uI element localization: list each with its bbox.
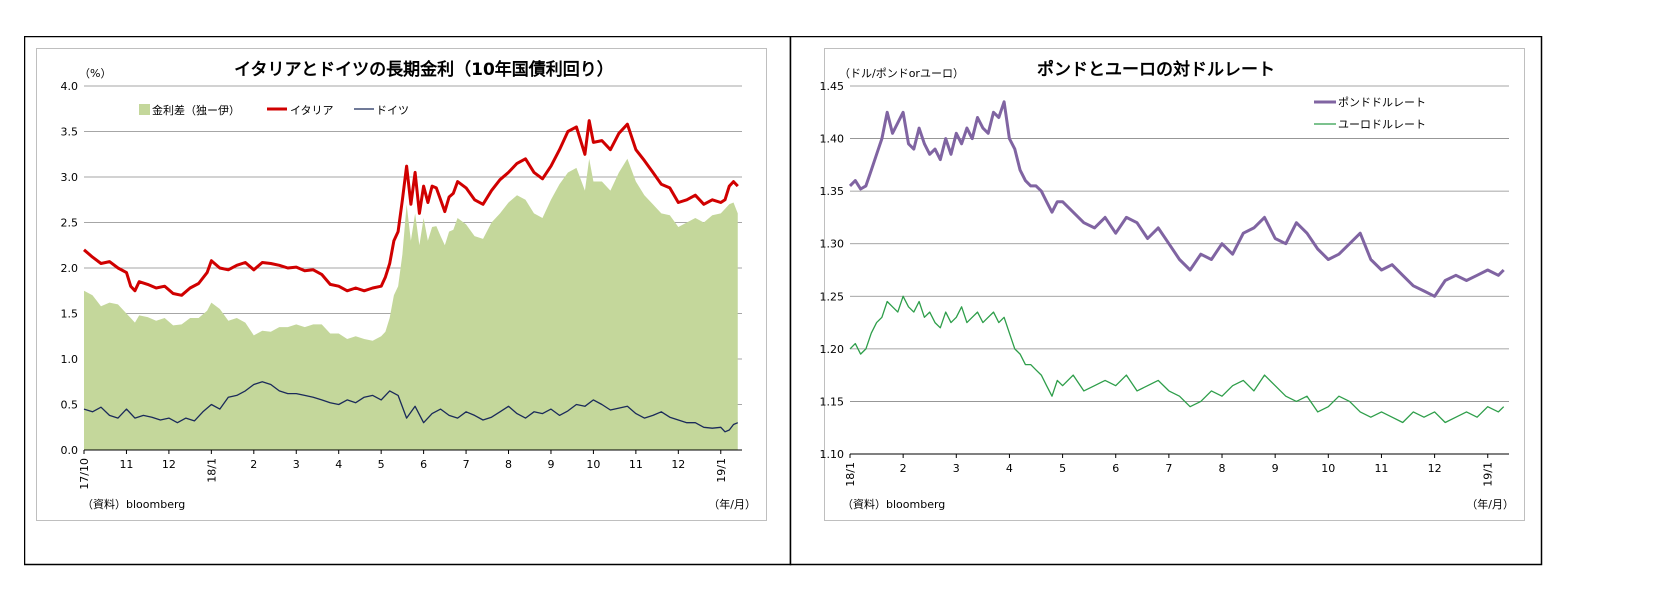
- chart-left-x-axis: 17/10 11 12 18/1 2 3 4 5 6 7 8 9 10 11 12 19/1: [78, 449, 742, 490]
- x-tick-label: 5: [378, 458, 385, 471]
- chart-left-y-axis: 0.0 0.5 1.0 1.5 2.0 2.5 3.0 3.5 4.0: [61, 80, 79, 457]
- x-tick-label: 12: [1428, 462, 1442, 475]
- y-tick-label: 0.5: [61, 399, 79, 412]
- x-tick-label: 19/1: [1482, 462, 1495, 487]
- y-tick-label: 3.0: [61, 171, 79, 184]
- y-tick-label: 1.40: [820, 133, 845, 146]
- chart-right-legend: ポンドドルレート ユーロドルレート: [1314, 96, 1426, 131]
- y-tick-label: 1.45: [820, 80, 845, 93]
- chart-right-unit-label: （ドル/ポンドorユーロ）: [839, 67, 964, 80]
- chart-left-lines: [83, 119, 739, 433]
- chart-left-spread-area: [84, 158, 738, 451]
- x-tick-label: 7: [463, 458, 470, 471]
- x-tick-label: 11: [629, 458, 643, 471]
- x-tick-label: 17/10: [78, 458, 91, 490]
- x-tick-label: 18/1: [844, 462, 857, 487]
- y-tick-label: 2.0: [61, 262, 79, 275]
- x-tick-label: 18/1: [205, 458, 218, 483]
- x-tick-label: 2: [250, 458, 257, 471]
- legend-gbp-label: ポンドドルレート: [1338, 96, 1426, 109]
- x-tick-label: 8: [505, 458, 512, 471]
- charts-svg: イタリアとドイツの長期金利（10年国債利回り） （%） 0.0 0.5 1.0 1.5…: [23, 35, 1543, 566]
- chart-left-source: （資料）bloomberg: [82, 497, 185, 511]
- x-tick-label: 9: [1272, 462, 1279, 475]
- x-tick-label: 11: [119, 458, 133, 471]
- y-tick-label: 1.5: [61, 308, 79, 321]
- chart-panels: イタリアとドイツの長期金利（10年国債利回り） （%） 0.0 0.5 1.0 1.5…: [23, 35, 1643, 566]
- x-tick-label: 8: [1219, 462, 1226, 475]
- y-tick-label: 3.5: [61, 126, 79, 139]
- chart-left-x-unit: （年/月）: [708, 497, 756, 511]
- x-tick-label: 5: [1059, 462, 1066, 475]
- legend-spread-label: 金利差（独ー伊）: [152, 103, 240, 117]
- series-line: [83, 119, 739, 297]
- y-tick-label: 0.0: [61, 444, 79, 457]
- x-tick-label: 6: [1112, 462, 1119, 475]
- series-line: [83, 381, 739, 433]
- chart-right-source: （資料）bloomberg: [842, 497, 945, 511]
- legend-eur-label: ユーロドルレート: [1338, 118, 1426, 131]
- x-tick-label: 10: [1321, 462, 1335, 475]
- chart-right-x-unit: （年/月）: [1466, 497, 1514, 511]
- x-tick-label: 9: [547, 458, 554, 471]
- y-tick-label: 1.20: [820, 343, 845, 356]
- chart-left: イタリアとドイツの長期金利（10年国債利回り） （%） 0.0 0.5 1.0 1.5…: [61, 59, 757, 511]
- x-tick-label: 19/1: [715, 458, 728, 483]
- y-tick-label: 1.30: [820, 238, 845, 251]
- chart-right-lines: [848, 100, 1505, 424]
- x-tick-label: 4: [335, 458, 342, 471]
- x-tick-label: 6: [420, 458, 427, 471]
- x-tick-label: 12: [162, 458, 176, 471]
- y-tick-label: 1.25: [820, 290, 845, 303]
- y-tick-label: 1.15: [820, 395, 845, 408]
- x-tick-label: 3: [953, 462, 960, 475]
- x-tick-label: 12: [671, 458, 685, 471]
- chart-left-title: イタリアとドイツの長期金利（10年国債利回り）: [234, 59, 614, 80]
- series-line: [848, 100, 1505, 298]
- x-tick-label: 11: [1374, 462, 1388, 475]
- y-tick-label: 4.0: [61, 80, 79, 93]
- x-tick-label: 3: [293, 458, 300, 471]
- right-chart-area: [824, 48, 1525, 521]
- chart-right-x-axis: 18/1 2 3 4 5 6 7 8 9 10 11 12 19/1: [844, 453, 1509, 487]
- series-area-spread: [84, 158, 738, 451]
- chart-left-unit-label: （%）: [79, 67, 111, 80]
- x-tick-label: 7: [1165, 462, 1172, 475]
- y-tick-label: 1.0: [61, 353, 79, 366]
- chart-right-title: ポンドとユーロの対ドルレート: [1037, 59, 1275, 80]
- x-tick-label: 10: [586, 458, 600, 471]
- x-tick-label: 4: [1006, 462, 1013, 475]
- y-tick-label: 1.10: [820, 448, 845, 461]
- chart-right-y-axis: 1.10 1.15 1.20 1.25 1.30 1.35 1.40 1.45: [820, 80, 845, 461]
- series-line: [849, 295, 1505, 424]
- x-tick-label: 2: [900, 462, 907, 475]
- legend-germany-label: ドイツ: [376, 104, 409, 117]
- legend-spread-swatch: [139, 104, 150, 115]
- y-tick-label: 1.35: [820, 185, 845, 198]
- y-tick-label: 2.5: [61, 217, 79, 230]
- chart-left-legend: 金利差（独ー伊） イタリア ドイツ: [139, 103, 409, 117]
- chart-right: ポンドとユーロの対ドルレート （ドル/ポンドorユーロ） 1.10 1.15 1.2…: [820, 59, 1515, 511]
- legend-italy-label: イタリア: [290, 104, 334, 117]
